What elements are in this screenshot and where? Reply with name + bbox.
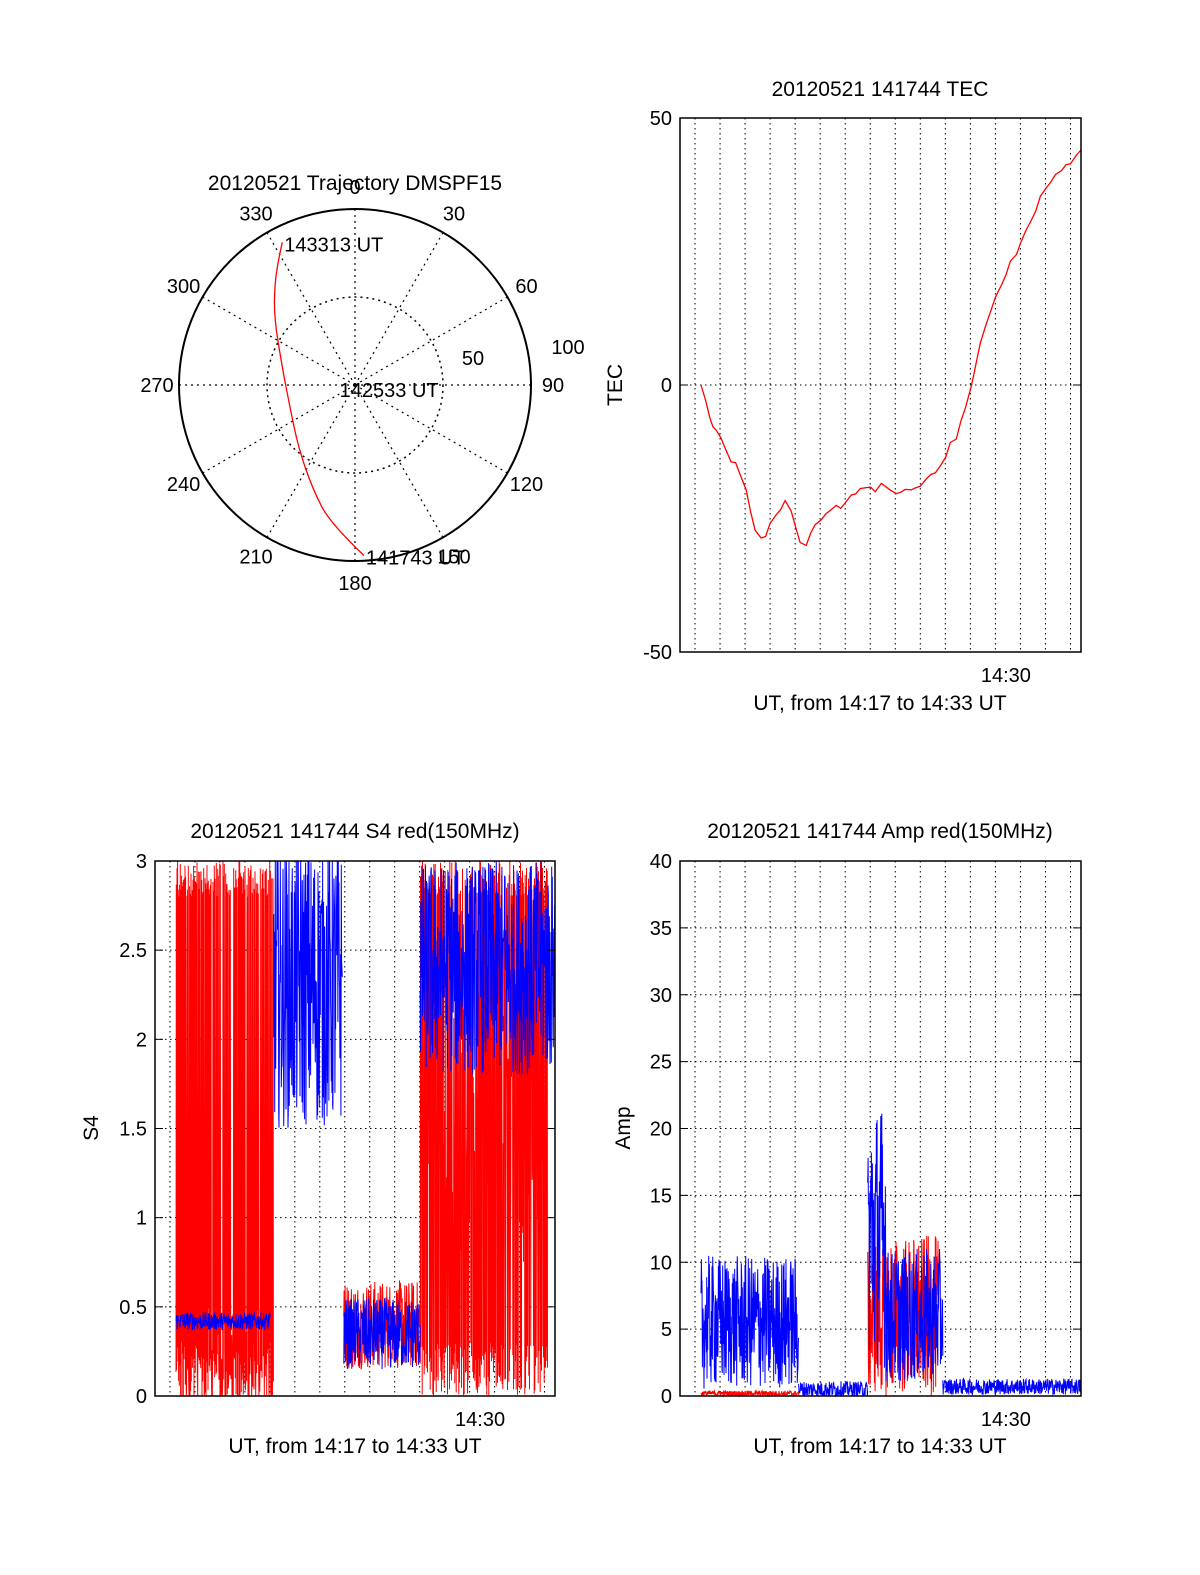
y-tick-label: 2 xyxy=(136,1029,147,1051)
y-tick-label: 50 xyxy=(650,108,672,130)
series-segment xyxy=(175,1311,271,1331)
y-tick-label: 20 xyxy=(650,1119,672,1141)
azimuth-tick-label: 120 xyxy=(510,474,543,496)
y-tick-label: -50 xyxy=(643,642,672,664)
series-segment xyxy=(885,1248,944,1382)
time-annotation: 143313 UT xyxy=(284,234,383,256)
series-segment xyxy=(798,1381,869,1398)
tec-chart: 20120521 141744 TEC UT, from 14:17 to 14… xyxy=(604,78,1082,715)
trajectory-line xyxy=(273,242,365,556)
y-tick-label: 25 xyxy=(650,1052,672,1074)
x-axis-label: UT, from 14:17 to 14:33 UT xyxy=(753,692,1006,715)
y-tick-label: 0 xyxy=(661,375,672,397)
azimuth-tick-label: 30 xyxy=(443,204,465,226)
series-segment xyxy=(419,860,556,1075)
s4-chart: 20120521 141744 S4 red(150MHz) UT, from … xyxy=(80,820,556,1458)
x-tick-label: 14:30 xyxy=(981,665,1031,687)
series-segment xyxy=(343,1298,421,1370)
radial-gridline xyxy=(266,384,356,538)
y-tick-label: 40 xyxy=(650,851,672,873)
y-tick-label: 1.5 xyxy=(119,1119,147,1141)
y-tick-label: 3 xyxy=(136,851,147,873)
chart-title: 20120521 141744 S4 red(150MHz) xyxy=(190,820,519,843)
radial-tick-label: 50 xyxy=(462,348,484,370)
s4-axes: 0 0.5 1 1.5 2 2.5 3 14:30 xyxy=(119,851,556,1431)
trajectory-polar-plot: 20120521 Trajectory DMSPF15 0 30 60 90 120 15… xyxy=(140,172,584,595)
y-axis-label: Amp xyxy=(612,1106,635,1149)
azimuth-tick-label: 180 xyxy=(338,573,371,595)
x-axis-label: UT, from 14:17 to 14:33 UT xyxy=(228,1435,481,1458)
time-annotation: 142533 UT xyxy=(340,380,439,402)
series-segment xyxy=(867,1113,887,1369)
y-tick-label: 35 xyxy=(650,918,672,940)
y-tick-label: 0 xyxy=(136,1386,147,1408)
series-segment xyxy=(700,1255,800,1389)
y-tick-label: 5 xyxy=(661,1319,672,1341)
inner-circle xyxy=(266,296,444,474)
y-tick-label: 30 xyxy=(650,985,672,1007)
y-tick-label: 0 xyxy=(661,1386,672,1408)
y-axis-label: TEC xyxy=(604,364,627,406)
series-segment xyxy=(419,861,548,1396)
y-tick-label: 2.5 xyxy=(119,940,147,962)
y-tick-label: 1 xyxy=(136,1208,147,1230)
azimuth-tick-label: 240 xyxy=(167,474,200,496)
radial-gridline xyxy=(202,296,356,386)
radial-tick-label: 100 xyxy=(551,337,584,359)
azimuth-tick-label: 150 xyxy=(437,546,470,568)
azimuth-tick-label: 330 xyxy=(239,204,272,226)
y-tick-label: 0.5 xyxy=(119,1297,147,1319)
x-axis-label: UT, from 14:17 to 14:33 UT xyxy=(753,1435,1006,1458)
series-segment xyxy=(942,1377,1082,1397)
series-segment xyxy=(175,861,274,1397)
chart-title: 20120521 Trajectory DMSPF15 xyxy=(208,172,502,195)
chart-title: 20120521 141744 TEC xyxy=(772,78,989,101)
series-segment xyxy=(700,1388,800,1398)
azimuth-tick-label: 90 xyxy=(542,375,564,397)
tec-axes: -50 0 50 14:30 xyxy=(643,108,1082,687)
series-line xyxy=(700,149,1082,547)
time-annotation: 141743 UT xyxy=(366,547,465,569)
azimuth-tick-label: 270 xyxy=(140,375,173,397)
series-segment xyxy=(272,860,343,1128)
x-tick-label: 14:30 xyxy=(455,1409,505,1431)
polar-data: 143313 UT 142533 UT 141743 UT xyxy=(273,234,465,569)
y-tick-label: 15 xyxy=(650,1185,672,1207)
amp-chart: 20120521 141744 Amp red(150MHz) UT, from… xyxy=(612,820,1082,1458)
x-tick-label: 14:30 xyxy=(981,1409,1031,1431)
chart-title: 20120521 141744 Amp red(150MHz) xyxy=(707,820,1053,843)
y-tick-label: 10 xyxy=(650,1252,672,1274)
azimuth-tick-label: 0 xyxy=(349,177,360,199)
azimuth-tick-label: 210 xyxy=(239,546,272,568)
y-axis-label: S4 xyxy=(80,1115,103,1141)
azimuth-tick-label: 60 xyxy=(515,276,537,298)
polar-grid: 0 30 60 90 120 150 180 210 240 270 300 330 50 100 xyxy=(140,177,584,595)
amp-axes: 0 5 10 15 20 25 30 35 40 14:30 xyxy=(650,851,1082,1431)
azimuth-tick-label: 300 xyxy=(167,276,200,298)
